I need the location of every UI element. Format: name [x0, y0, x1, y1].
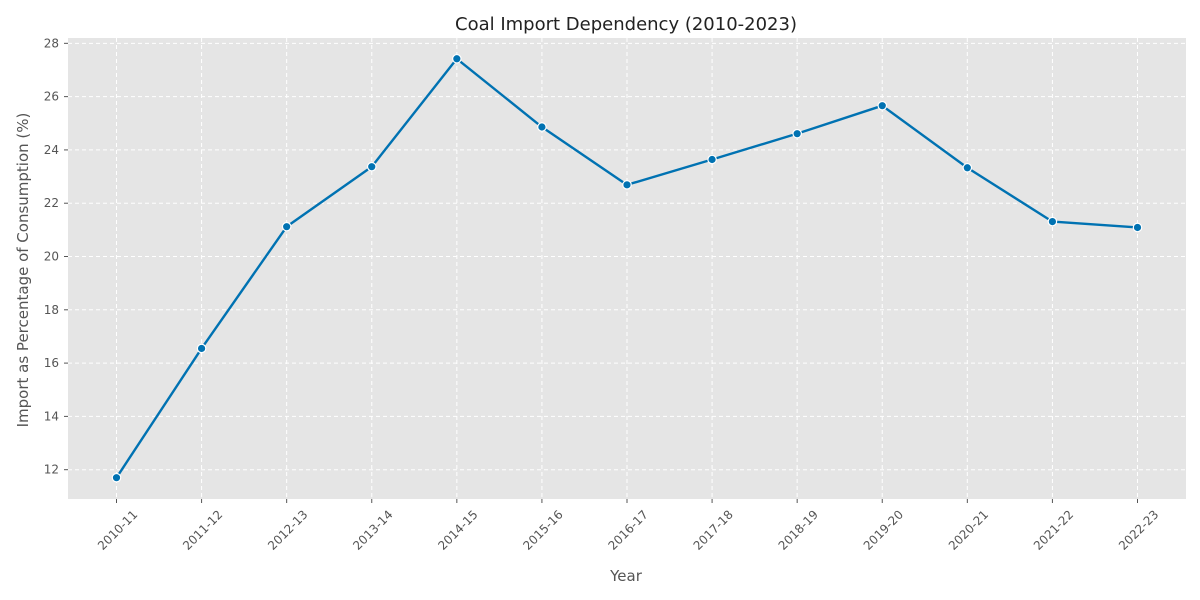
x-tick-label: 2022-23: [1116, 507, 1161, 552]
y-tick-label: 22: [44, 196, 59, 210]
x-axis-title: Year: [609, 567, 643, 585]
data-point: [1132, 222, 1143, 233]
x-axis-ticks: 2010-11 2011-12 2012-13 2013-14 2014-15 2015-…: [95, 499, 1161, 553]
x-tick-label: 2010-11: [95, 507, 140, 552]
data-point: [962, 162, 973, 173]
x-tick-label: 2012-13: [265, 507, 310, 552]
data-point: [281, 221, 292, 232]
x-tick-label: 2018-19: [776, 507, 821, 552]
data-point: [452, 53, 462, 64]
y-tick-label: 20: [44, 250, 59, 264]
series: [111, 53, 1143, 483]
x-tick-label: 2015-16: [520, 507, 565, 552]
x-tick-label: 2011-12: [180, 507, 225, 552]
y-tick-label: 14: [44, 409, 59, 423]
data-point: [622, 180, 632, 190]
data-point: [792, 128, 802, 139]
series-layer: [111, 53, 1143, 483]
y-tick-label: 12: [44, 463, 59, 477]
y-tick-label: 24: [44, 143, 59, 157]
data-point: [196, 343, 207, 354]
y-axis-title: Import as Percentage of Consumption (%): [14, 113, 32, 428]
data-point: [877, 100, 888, 111]
y-tick-label: 16: [44, 356, 59, 370]
x-tick-label: 2013-14: [350, 507, 395, 552]
y-axis-ticks: 12 14 16 18 20 22 24 26 28: [44, 36, 68, 477]
chart-title: Coal Import Dependency (2010-2023): [455, 14, 797, 35]
x-tick-label: 2016-17: [605, 507, 650, 552]
x-tick-label: 2019-20: [861, 507, 906, 552]
data-point: [111, 472, 122, 483]
plot-area: [68, 38, 1186, 499]
y-tick-label: 18: [44, 303, 59, 317]
y-gridlines: [68, 42, 1186, 471]
data-point: [707, 154, 717, 165]
data-point: [1047, 216, 1058, 227]
y-tick-label: 28: [44, 36, 59, 50]
x-tick-label: 2017-18: [691, 507, 736, 552]
x-tick-label: 2021-22: [1031, 507, 1076, 552]
x-tick-label: 2020-21: [946, 507, 991, 552]
data-point: [537, 122, 547, 132]
y-tick-label: 26: [44, 90, 59, 104]
data-point: [366, 161, 377, 172]
x-tick-label: 2014-15: [435, 507, 480, 552]
